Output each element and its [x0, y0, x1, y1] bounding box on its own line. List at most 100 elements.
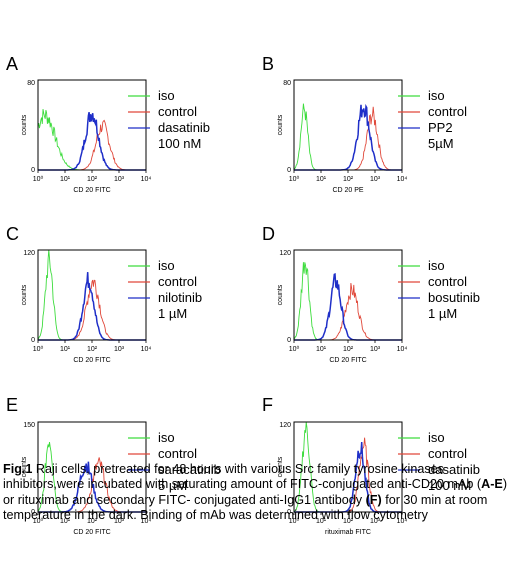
- y-axis-label-e: counts: [21, 456, 28, 477]
- panel-letter-e: E: [6, 395, 18, 415]
- legend-text-a-0: iso: [158, 88, 175, 103]
- legend-text-e-3: 5 µM: [158, 478, 187, 493]
- legend-text-d-3: 1 µM: [428, 306, 457, 321]
- x-tick-label-e-2: 10²: [87, 518, 98, 525]
- x-axis-label-f: rituximab FITC: [325, 529, 371, 536]
- legend-text-e-0: iso: [158, 430, 175, 445]
- panel-b: B 80 0 counts 10⁰ 10¹ 10² 10³ 10⁴ CD 20 PE isocont…: [262, 54, 467, 194]
- x-tick-label-a-0: 10⁰: [33, 175, 44, 183]
- x-tick-label-e-1: 10¹: [60, 518, 71, 525]
- panel-a: A 80 0 counts 10⁰ 10¹ 10² 10³ 10⁴ CD 20 FITC isoco…: [6, 54, 210, 194]
- y-tick-max-d: 120: [279, 250, 291, 257]
- y-axis-label-f: counts: [277, 456, 284, 477]
- x-tick-label-d-1: 10¹: [316, 346, 327, 353]
- legend-text-c-2: nilotinib: [158, 290, 202, 305]
- y-tick-min-d: 0: [287, 337, 291, 344]
- y-axis-label-a: counts: [21, 114, 28, 135]
- x-tick-label-e-0: 10⁰: [33, 517, 44, 525]
- legend-text-c-1: control: [158, 274, 197, 289]
- x-tick-label-a-1: 10¹: [60, 176, 71, 183]
- x-axis-label-b: CD 20 PE: [332, 187, 363, 194]
- legend-text-e-2: saracatinib: [158, 462, 221, 477]
- legend-text-e-1: control: [158, 446, 197, 461]
- x-tick-label-f-1: 10¹: [316, 518, 327, 525]
- x-tick-label-b-4: 10⁴: [397, 176, 408, 183]
- x-tick-label-d-4: 10⁴: [397, 346, 408, 353]
- caption-bold-2: (F): [365, 492, 382, 507]
- x-tick-label-c-0: 10⁰: [33, 345, 44, 353]
- x-axis-label-d: CD 20 FITC: [329, 357, 366, 364]
- legend-text-c-0: iso: [158, 258, 175, 273]
- series-control-b: [294, 106, 402, 171]
- panel-letter-a: A: [6, 54, 18, 74]
- series-control-c: [38, 279, 146, 341]
- x-tick-label-f-2: 10²: [343, 518, 354, 525]
- y-tick-min-b: 0: [287, 167, 291, 174]
- y-tick-min-f: 0: [287, 509, 291, 516]
- legend-text-b-3: 5µM: [428, 136, 454, 151]
- x-tick-label-d-0: 10⁰: [289, 345, 300, 353]
- series-treated-b: [294, 103, 402, 171]
- caption-text-3: for 30 min at room temperature in the da…: [3, 492, 488, 523]
- x-tick-label-b-3: 10³: [370, 176, 381, 183]
- figure-caption: Fig.1 Raji cells, pretreated for 48 hour…: [3, 462, 515, 524]
- panel-c: C 120 0 counts 10⁰ 10¹ 10² 10³ 10⁴ CD 20 FITC isoc…: [6, 224, 202, 364]
- legend-text-f-3: 100 nM: [428, 478, 471, 493]
- x-tick-label-b-0: 10⁰: [289, 175, 300, 183]
- x-tick-label-d-2: 10²: [343, 346, 354, 353]
- legend-text-a-1: control: [158, 104, 197, 119]
- caption-text-1: Raji cells, pretreated for 48 hours with…: [3, 462, 482, 492]
- x-tick-label-f-3: 10³: [370, 518, 381, 525]
- series-treated-a: [38, 112, 146, 171]
- legend-text-f-2: dasatinib: [428, 462, 480, 477]
- legend-text-a-3: 100 nM: [158, 136, 201, 151]
- legend-text-a-2: dasatinib: [158, 120, 210, 135]
- legend-text-f-1: control: [428, 446, 467, 461]
- panel-letter-f: F: [262, 395, 273, 415]
- y-tick-max-b: 80: [283, 80, 291, 87]
- plot-frame-d: [293, 249, 403, 341]
- legend-text-d-1: control: [428, 274, 467, 289]
- legend-text-f-0: iso: [428, 430, 445, 445]
- y-tick-max-f: 120: [279, 422, 291, 429]
- legend-text-d-2: bosutinib: [428, 290, 480, 305]
- legend-text-b-2: PP2: [428, 120, 453, 135]
- plot-frame-b: [293, 79, 403, 171]
- x-tick-label-c-3: 10³: [114, 346, 125, 353]
- legend-text-b-0: iso: [428, 88, 445, 103]
- x-axis-label-c: CD 20 FITC: [73, 357, 110, 364]
- x-tick-label-d-3: 10³: [370, 346, 381, 353]
- panel-e: E 150 0 counts 10⁰ 10¹ 10² 10³ 10⁴ CD 20 FITC isoc…: [6, 395, 221, 536]
- y-tick-min-a: 0: [31, 167, 35, 174]
- x-tick-label-e-3: 10³: [114, 518, 125, 525]
- legend-text-c-3: 1 µM: [158, 306, 187, 321]
- y-tick-max-e: 150: [23, 422, 35, 429]
- y-tick-min-c: 0: [31, 337, 35, 344]
- panel-letter-b: B: [262, 54, 274, 74]
- x-tick-label-a-4: 10⁴: [141, 176, 152, 183]
- x-tick-label-f-0: 10⁰: [289, 517, 300, 525]
- series-control-d: [294, 282, 402, 341]
- x-tick-label-a-2: 10²: [87, 176, 98, 183]
- y-tick-max-c: 120: [23, 250, 35, 257]
- y-axis-label-d: counts: [277, 284, 284, 305]
- x-axis-label-a: CD 20 FITC: [73, 187, 110, 194]
- caption-text-2: ) or rituximab and secondary FITC- conju…: [3, 477, 508, 507]
- x-tick-label-b-1: 10¹: [316, 176, 327, 183]
- legend-text-b-1: control: [428, 104, 467, 119]
- legend-text-d-0: iso: [428, 258, 445, 273]
- y-axis-label-b: counts: [277, 114, 284, 135]
- x-tick-label-f-4: 10⁴: [397, 518, 408, 525]
- x-tick-label-c-1: 10¹: [60, 346, 71, 353]
- x-tick-label-c-4: 10⁴: [141, 346, 152, 353]
- panel-f: F 120 0 counts 10⁰ 10¹ 10² 10³ 10⁴ rituximab FITC…: [262, 395, 480, 536]
- y-tick-min-e: 0: [31, 509, 35, 516]
- y-axis-label-c: counts: [21, 284, 28, 305]
- y-tick-max-a: 80: [27, 80, 35, 87]
- caption-label: Fig.1: [3, 462, 33, 476]
- x-tick-label-a-3: 10³: [114, 176, 125, 183]
- x-axis-label-e: CD 20 FITC: [73, 529, 110, 536]
- panel-d: D 120 0 counts 10⁰ 10¹ 10² 10³ 10⁴ CD 20 FITC isoc…: [262, 224, 480, 364]
- panel-letter-d: D: [262, 224, 275, 244]
